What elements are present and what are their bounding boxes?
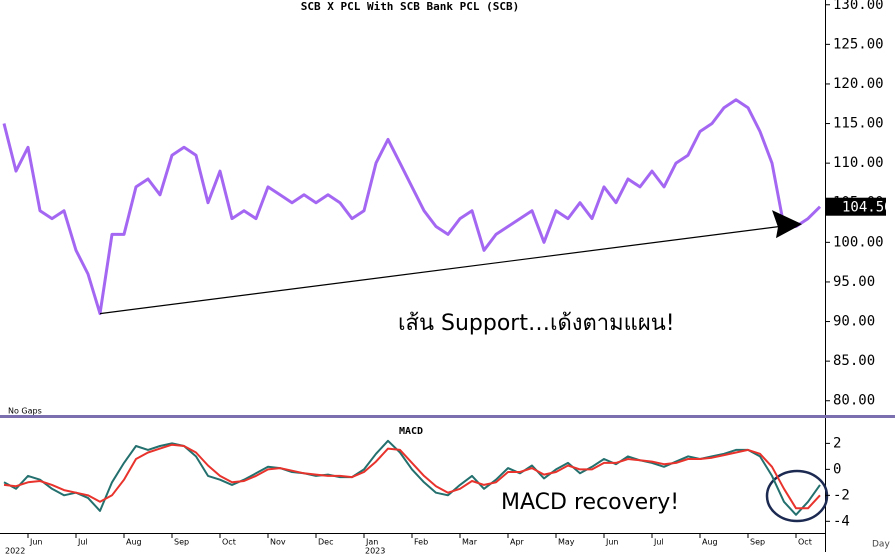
x-tick-label: Apr (510, 538, 525, 547)
x-tick-label: Jan (365, 538, 378, 547)
x-unit: Day (872, 540, 890, 550)
y-tick-label: -4 (833, 513, 850, 529)
y-tick-label: 125.00 (833, 36, 884, 52)
x-tick-label: Sep (174, 538, 189, 547)
panel-title: MACD (399, 426, 423, 437)
x-tick-label: Jun (605, 538, 619, 547)
year-label: 2022 (5, 547, 25, 556)
x-tick-label: Nov (270, 538, 286, 547)
series-line (3, 443, 821, 510)
x-tick-label: Jul (653, 538, 664, 547)
year-label: 2023 (365, 547, 385, 556)
y-tick-label: -2 (833, 487, 850, 503)
y-tick-label: 85.00 (833, 353, 875, 369)
x-tick-label: Dec (318, 538, 333, 547)
y-tick-label: 120.00 (833, 76, 884, 92)
y-tick-label: 0 (833, 461, 841, 477)
y-tick-label: 100.00 (833, 234, 884, 250)
x-tick-label: Oct (798, 538, 812, 547)
last-value-label: 104.50 (842, 200, 893, 216)
panel-separator (0, 415, 895, 418)
x-tick-label: Aug (702, 538, 718, 547)
arrow-head (772, 210, 802, 239)
x-tick-label: May (558, 538, 575, 547)
x-tick-label: Jun (29, 538, 43, 547)
x-tick-label: Sep (750, 538, 765, 547)
x-tick-label: Aug (126, 538, 142, 547)
series-line (2, 98, 822, 316)
support-line (99, 223, 799, 315)
series-line (3, 439, 821, 516)
y-tick-label: 110.00 (833, 155, 884, 171)
annotation: MACD recovery! (501, 490, 679, 515)
x-tick-label: Oct (222, 538, 236, 547)
last-value-box (826, 197, 886, 216)
chart-title: SCB X PCL With SCB Bank PCL (SCB) (301, 0, 520, 13)
y-tick-label: 115.00 (833, 116, 884, 132)
x-tick-label: Feb (414, 538, 428, 547)
x-tick-label: Mar (462, 538, 478, 547)
y-tick-label: 95.00 (833, 274, 875, 290)
highlight-ellipse (765, 469, 829, 523)
y-tick-label: 130.00 (833, 0, 884, 13)
y-tick-label: 80.00 (833, 393, 875, 409)
annotation: เส้น Support…เด้งตามแผน! (398, 311, 675, 336)
note: No Gaps (8, 407, 42, 416)
y-tick-label: 90.00 (833, 314, 875, 330)
y-tick-label: 2 (833, 435, 841, 451)
x-tick-label: Jul (77, 538, 88, 547)
